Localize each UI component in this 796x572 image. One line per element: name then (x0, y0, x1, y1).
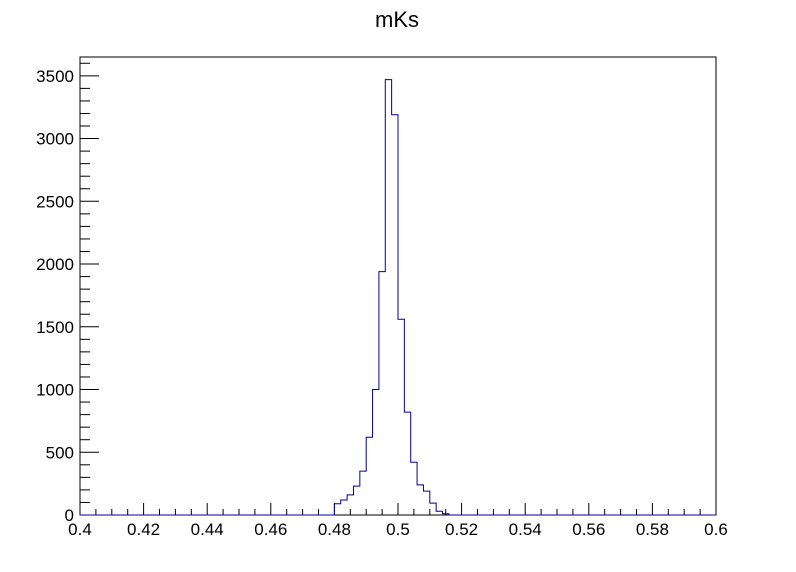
histogram-bin (341, 500, 347, 515)
y-tick-label: 1000 (36, 381, 74, 400)
histogram-bin (385, 80, 391, 515)
x-axis: 0.4 0.42 0.44 0.46 0.48 0.5 0.52 0.54 0.56 0.58 0.… (68, 503, 728, 539)
histogram-bin (417, 485, 423, 515)
histogram-bin (423, 491, 429, 515)
x-tick-label: 0.58 (636, 520, 669, 539)
histogram-bin (360, 471, 366, 515)
x-tick-label: 0.56 (572, 520, 605, 539)
histogram-bin (436, 511, 442, 515)
y-tick-label: 3500 (36, 67, 74, 86)
y-tick-label: 3000 (36, 130, 74, 149)
x-tick-label: 0.46 (254, 520, 287, 539)
y-tick-label: 2000 (36, 255, 74, 274)
histogram-bin (353, 486, 359, 515)
x-tick-label: 0.44 (191, 520, 224, 539)
chart-title: mKs (375, 7, 419, 32)
histogram-bin (404, 412, 410, 515)
x-tick-label: 0.5 (386, 520, 410, 539)
histogram-bin (366, 437, 372, 515)
histogram-line (80, 79, 716, 516)
x-tick-label: 0.48 (318, 520, 351, 539)
histogram-bin (373, 390, 379, 515)
y-tick-label: 500 (46, 443, 74, 462)
histogram-bin (411, 462, 417, 515)
histogram-bin (379, 272, 385, 515)
y-tick-label: 2500 (36, 192, 74, 211)
histogram-bins (334, 80, 448, 515)
x-tick-label: 0.4 (68, 520, 92, 539)
y-tick-label: 1500 (36, 318, 74, 337)
histogram-bin (334, 504, 340, 515)
histogram-bin (430, 503, 436, 515)
x-tick-label: 0.54 (509, 520, 542, 539)
histogram-bin (398, 319, 404, 515)
x-tick-label: 0.6 (704, 520, 728, 539)
x-tick-label: 0.52 (445, 520, 478, 539)
x-tick-label: 0.42 (127, 520, 160, 539)
histogram-bin (392, 115, 398, 515)
y-tick-label: 0 (65, 506, 74, 525)
y-axis: 0 500 1000 1500 2000 2500 3000 3500 (36, 62, 99, 525)
